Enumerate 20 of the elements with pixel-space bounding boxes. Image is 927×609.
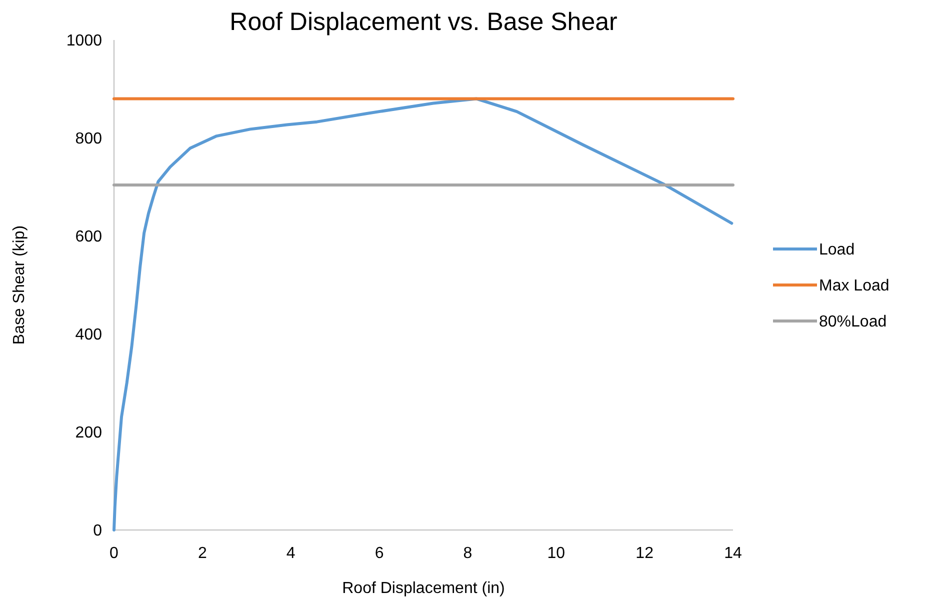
legend-label: 80%Load: [819, 314, 887, 331]
x-tick-label: 6: [374, 545, 384, 562]
x-tick-label: 10: [547, 545, 566, 562]
x-axis-title: Roof Displacement (in): [342, 580, 505, 597]
x-tick-label: 8: [463, 545, 472, 562]
y-tick-label: 1000: [66, 32, 102, 50]
y-tick-label: 600: [75, 228, 102, 246]
y-tick-label: 400: [75, 326, 102, 344]
chart-title: Roof Displacement vs. Base Shear: [230, 8, 618, 36]
x-tick-label: 0: [110, 545, 119, 562]
y-tick-label: 800: [75, 130, 102, 148]
y-tick-label: 0: [93, 522, 102, 540]
y-axis-title: Base Shear (kip): [11, 225, 28, 345]
x-tick-label: 12: [636, 545, 654, 562]
x-tick-label: 14: [724, 545, 742, 562]
x-tick-label: 2: [198, 545, 207, 562]
x-tick-label: 4: [286, 545, 296, 562]
legend-label: Load: [819, 242, 855, 259]
legend-label: Max Load: [819, 278, 890, 295]
y-tick-label: 200: [75, 424, 102, 442]
